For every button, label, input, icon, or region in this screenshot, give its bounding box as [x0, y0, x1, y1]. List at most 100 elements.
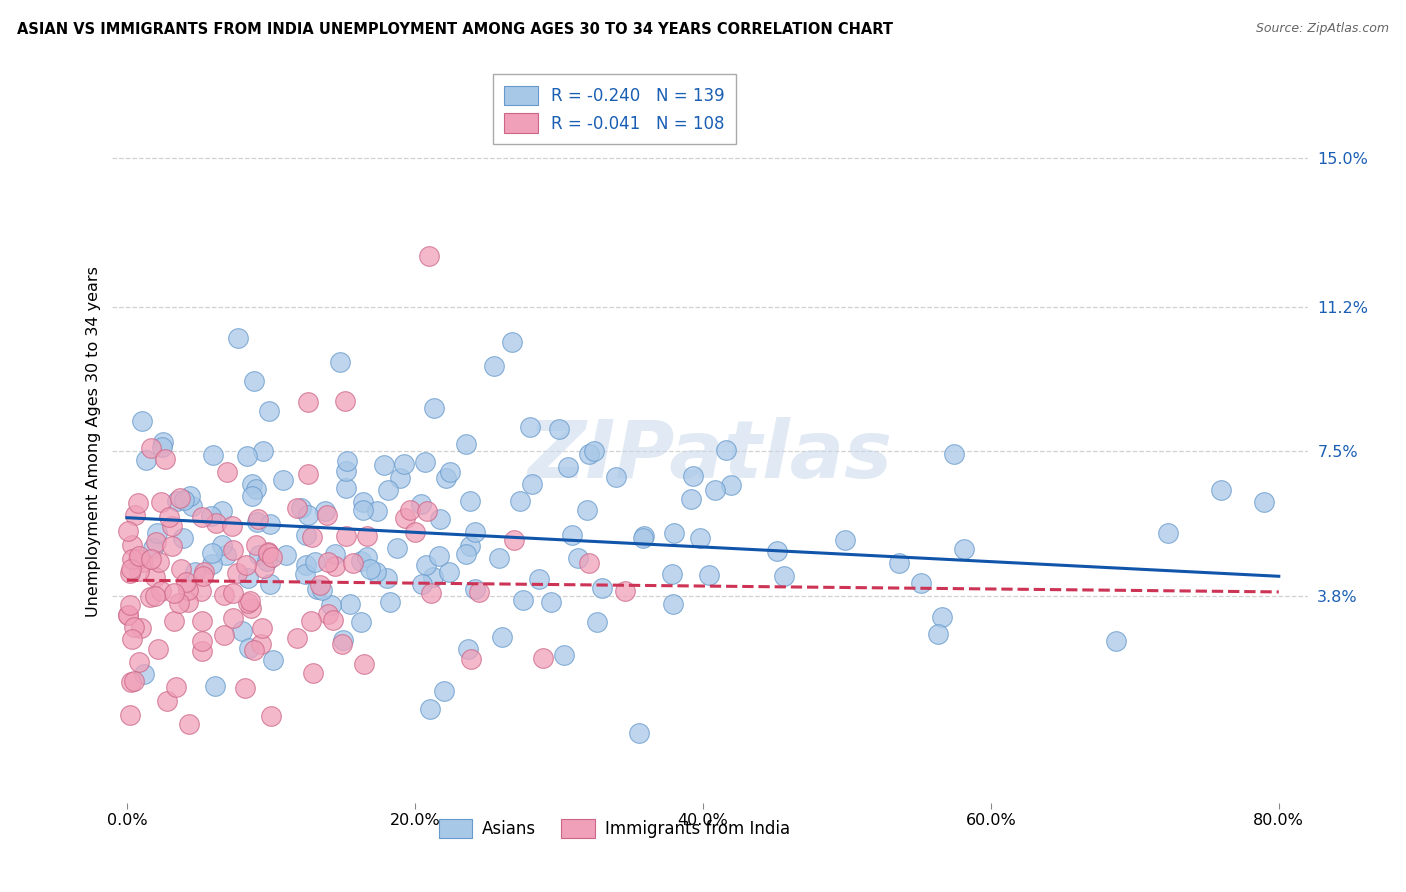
- Point: [578, 556, 600, 570]
- Point: [242, 642, 264, 657]
- Point: [240, 489, 263, 503]
- Point: [633, 529, 655, 543]
- Point: [274, 548, 297, 562]
- Y-axis label: Unemployment Among Ages 30 to 34 years: Unemployment Among Ages 30 to 34 years: [86, 266, 101, 617]
- Point: [191, 634, 214, 648]
- Point: [927, 627, 949, 641]
- Point: [297, 395, 319, 409]
- Point: [117, 607, 139, 622]
- Point: [253, 561, 276, 575]
- Point: [295, 528, 318, 542]
- Point: [120, 566, 142, 580]
- Point: [191, 569, 214, 583]
- Point: [156, 694, 179, 708]
- Point: [439, 465, 461, 479]
- Point: [240, 477, 263, 491]
- Point: [353, 657, 375, 672]
- Point: [177, 594, 200, 608]
- Point: [529, 572, 551, 586]
- Point: [366, 566, 388, 580]
- Point: [416, 503, 439, 517]
- Point: [134, 666, 156, 681]
- Point: [773, 569, 796, 583]
- Point: [233, 681, 256, 696]
- Point: [190, 583, 212, 598]
- Point: [117, 524, 139, 538]
- Point: [211, 503, 233, 517]
- Point: [591, 581, 613, 595]
- Point: [319, 598, 342, 612]
- Point: [294, 567, 316, 582]
- Point: [169, 491, 191, 506]
- Point: [335, 464, 357, 478]
- Point: [423, 401, 446, 416]
- Point: [910, 576, 932, 591]
- Point: [501, 334, 523, 349]
- Point: [1157, 526, 1180, 541]
- Point: [256, 545, 278, 559]
- Point: [661, 566, 683, 581]
- Point: [404, 524, 426, 539]
- Point: [245, 538, 267, 552]
- Point: [953, 541, 976, 556]
- Point: [335, 481, 357, 495]
- Point: [150, 440, 173, 454]
- Point: [714, 443, 737, 458]
- Point: [221, 518, 243, 533]
- Point: [578, 447, 600, 461]
- Point: [316, 555, 339, 569]
- Point: [297, 467, 319, 482]
- Point: [201, 558, 224, 572]
- Point: [689, 531, 711, 545]
- Point: [235, 449, 257, 463]
- Point: [215, 465, 238, 479]
- Point: [614, 584, 637, 599]
- Point: [290, 500, 312, 515]
- Point: [704, 483, 727, 497]
- Legend: Asians, Immigrants from India: Asians, Immigrants from India: [432, 813, 797, 845]
- Point: [132, 555, 155, 569]
- Point: [329, 355, 352, 369]
- Point: [433, 683, 456, 698]
- Point: [160, 539, 183, 553]
- Point: [149, 584, 172, 599]
- Point: [190, 615, 212, 629]
- Point: [135, 453, 157, 467]
- Point: [247, 548, 270, 562]
- Point: [215, 548, 238, 562]
- Point: [359, 562, 381, 576]
- Point: [437, 565, 460, 579]
- Point: [128, 655, 150, 669]
- Point: [231, 624, 253, 638]
- Point: [127, 496, 149, 510]
- Point: [335, 529, 357, 543]
- Point: [503, 533, 526, 548]
- Point: [142, 541, 165, 555]
- Point: [148, 555, 170, 569]
- Point: [285, 631, 308, 645]
- Point: [325, 558, 347, 573]
- Point: [467, 585, 489, 599]
- Point: [373, 458, 395, 473]
- Point: [139, 590, 162, 604]
- Point: [173, 493, 195, 508]
- Point: [170, 561, 193, 575]
- Point: [167, 597, 190, 611]
- Point: [352, 495, 374, 509]
- Point: [531, 651, 554, 665]
- Point: [681, 491, 703, 506]
- Point: [356, 550, 378, 565]
- Point: [519, 420, 541, 434]
- Point: [422, 570, 444, 584]
- Point: [121, 538, 143, 552]
- Point: [238, 641, 260, 656]
- Point: [252, 443, 274, 458]
- Point: [166, 493, 188, 508]
- Point: [411, 576, 433, 591]
- Point: [120, 562, 142, 576]
- Point: [239, 594, 262, 608]
- Text: ZIPatlas: ZIPatlas: [527, 417, 893, 495]
- Point: [162, 614, 184, 628]
- Point: [350, 615, 373, 629]
- Point: [191, 644, 214, 658]
